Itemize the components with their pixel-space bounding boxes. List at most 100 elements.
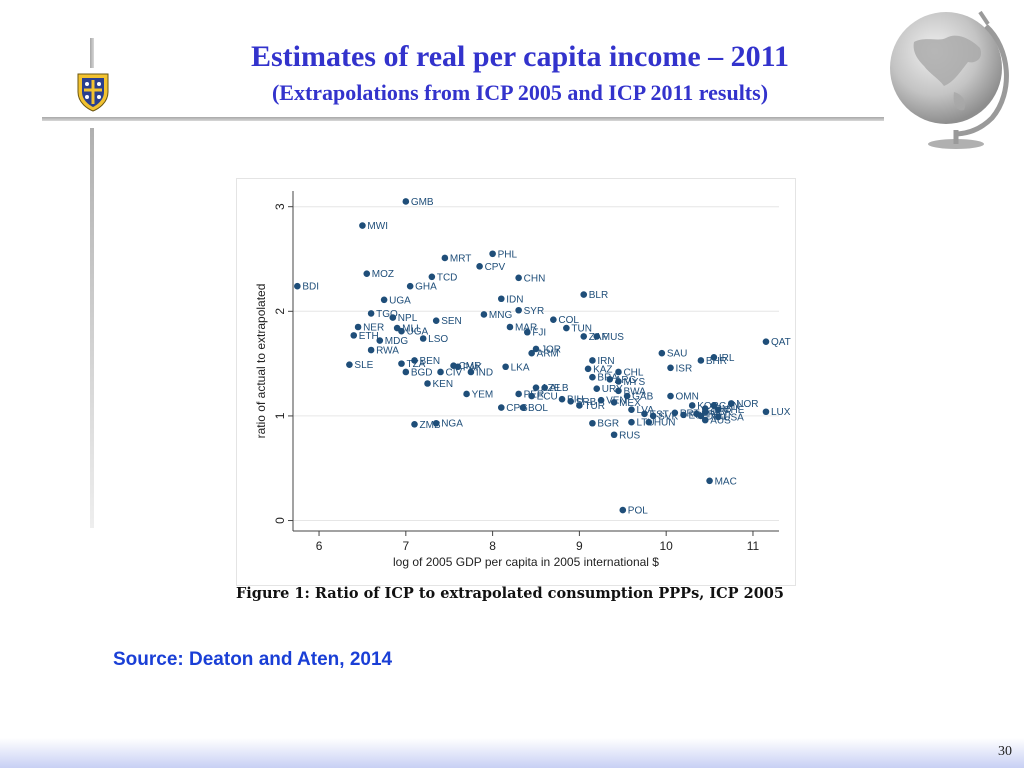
data-point — [563, 324, 570, 332]
point-label: COL — [558, 315, 579, 326]
data-point — [411, 420, 418, 428]
point-label: ESP — [689, 410, 709, 421]
point-label: BWA — [623, 386, 646, 397]
data-point — [359, 222, 366, 229]
x-tick-label: 11 — [747, 539, 760, 553]
y-tick-label: 3 — [273, 203, 287, 210]
figure-caption: Figure 1: Ratio of ICP to extrapolated c… — [236, 585, 784, 602]
point-label: CHE — [723, 405, 744, 416]
data-point — [610, 431, 618, 439]
data-point — [580, 333, 588, 340]
data-point — [376, 337, 384, 344]
data-point — [762, 408, 770, 416]
data-point — [714, 406, 722, 413]
point-label: GMB — [411, 197, 434, 208]
data-point — [580, 291, 588, 298]
point-label: CHL — [623, 367, 643, 378]
y-tick-label: 1 — [273, 412, 287, 419]
data-point — [584, 365, 592, 373]
data-point — [589, 373, 596, 381]
data-point — [697, 357, 705, 364]
data-point — [641, 410, 648, 418]
point-label: HUN — [654, 418, 676, 429]
data-point — [398, 360, 405, 367]
data-point — [623, 392, 631, 400]
point-label: ARM — [537, 349, 559, 360]
data-point — [441, 254, 449, 262]
point-label: PRT — [680, 408, 700, 419]
data-point — [649, 412, 657, 420]
point-label: SVK — [658, 411, 678, 422]
point-label: UGA — [406, 327, 428, 338]
data-point — [645, 418, 653, 426]
globe-icon — [884, 2, 1020, 157]
point-label: JOR — [541, 344, 561, 355]
point-label: POL — [628, 506, 648, 517]
data-point — [428, 273, 436, 281]
data-point — [710, 354, 718, 361]
data-point — [667, 392, 674, 400]
point-label: MDG — [385, 336, 409, 347]
point-label: SEN — [441, 316, 462, 327]
point-label: GAB — [632, 392, 653, 403]
x-tick-label: 6 — [316, 539, 323, 553]
data-point — [524, 328, 531, 336]
point-label: KEN — [433, 379, 454, 390]
point-label: GHA — [415, 282, 437, 293]
point-label: SYR — [524, 306, 545, 317]
point-label: TGO — [376, 309, 398, 320]
point-label: ZMB — [420, 420, 441, 431]
data-point — [667, 364, 674, 372]
point-label: AUS — [710, 416, 731, 427]
point-label: CAN — [719, 401, 740, 412]
data-point — [615, 387, 622, 395]
point-label: PHL — [498, 249, 518, 260]
data-point — [628, 406, 635, 413]
data-point — [476, 263, 483, 270]
data-point — [480, 311, 488, 318]
point-label: IND — [476, 367, 493, 378]
data-point — [454, 363, 462, 371]
point-label: TUN — [571, 324, 592, 335]
point-label: IRL — [719, 353, 735, 364]
data-point — [619, 506, 627, 514]
point-label: ETH — [359, 331, 379, 342]
point-label: PAK — [463, 362, 483, 373]
point-label: ARG — [615, 375, 637, 386]
point-label: MAR — [515, 323, 537, 334]
data-point — [350, 332, 358, 339]
y-axis-label: ratio of actual to extrapolated — [254, 284, 268, 439]
data-point — [463, 390, 470, 398]
data-point — [432, 317, 440, 325]
point-label: NOR — [736, 399, 758, 410]
data-point — [532, 384, 540, 391]
data-point — [706, 477, 713, 485]
data-point — [419, 335, 427, 342]
x-axis-label: log of 2005 GDP per capita in 2005 inter… — [393, 555, 659, 569]
point-label: MUS — [602, 332, 625, 343]
point-label: YEM — [472, 389, 494, 400]
data-point — [519, 404, 527, 411]
data-point — [497, 404, 505, 411]
point-label: MOZ — [372, 269, 394, 280]
data-point — [406, 282, 414, 290]
data-point — [558, 395, 566, 403]
point-label: BLR — [589, 290, 608, 301]
point-label: SRB — [576, 397, 597, 408]
point-label: ECU — [537, 392, 558, 403]
point-label: IDN — [506, 294, 523, 305]
x-tick-label: 8 — [489, 539, 496, 553]
data-point — [532, 345, 540, 353]
point-label: KOR — [697, 401, 719, 412]
data-point — [710, 402, 718, 409]
point-label: TZA — [406, 359, 425, 370]
data-point — [727, 400, 735, 407]
point-label: QAT — [771, 337, 791, 348]
source-text: Source: Deaton and Aten, 2014 — [113, 649, 393, 670]
point-label: CPG — [506, 403, 528, 414]
x-tick-label: 10 — [659, 539, 673, 553]
data-point — [467, 368, 475, 376]
data-point — [294, 282, 301, 290]
data-point — [597, 396, 605, 404]
slide-subtitle: (Extrapolations from ICP 2005 and ICP 20… — [271, 80, 769, 105]
